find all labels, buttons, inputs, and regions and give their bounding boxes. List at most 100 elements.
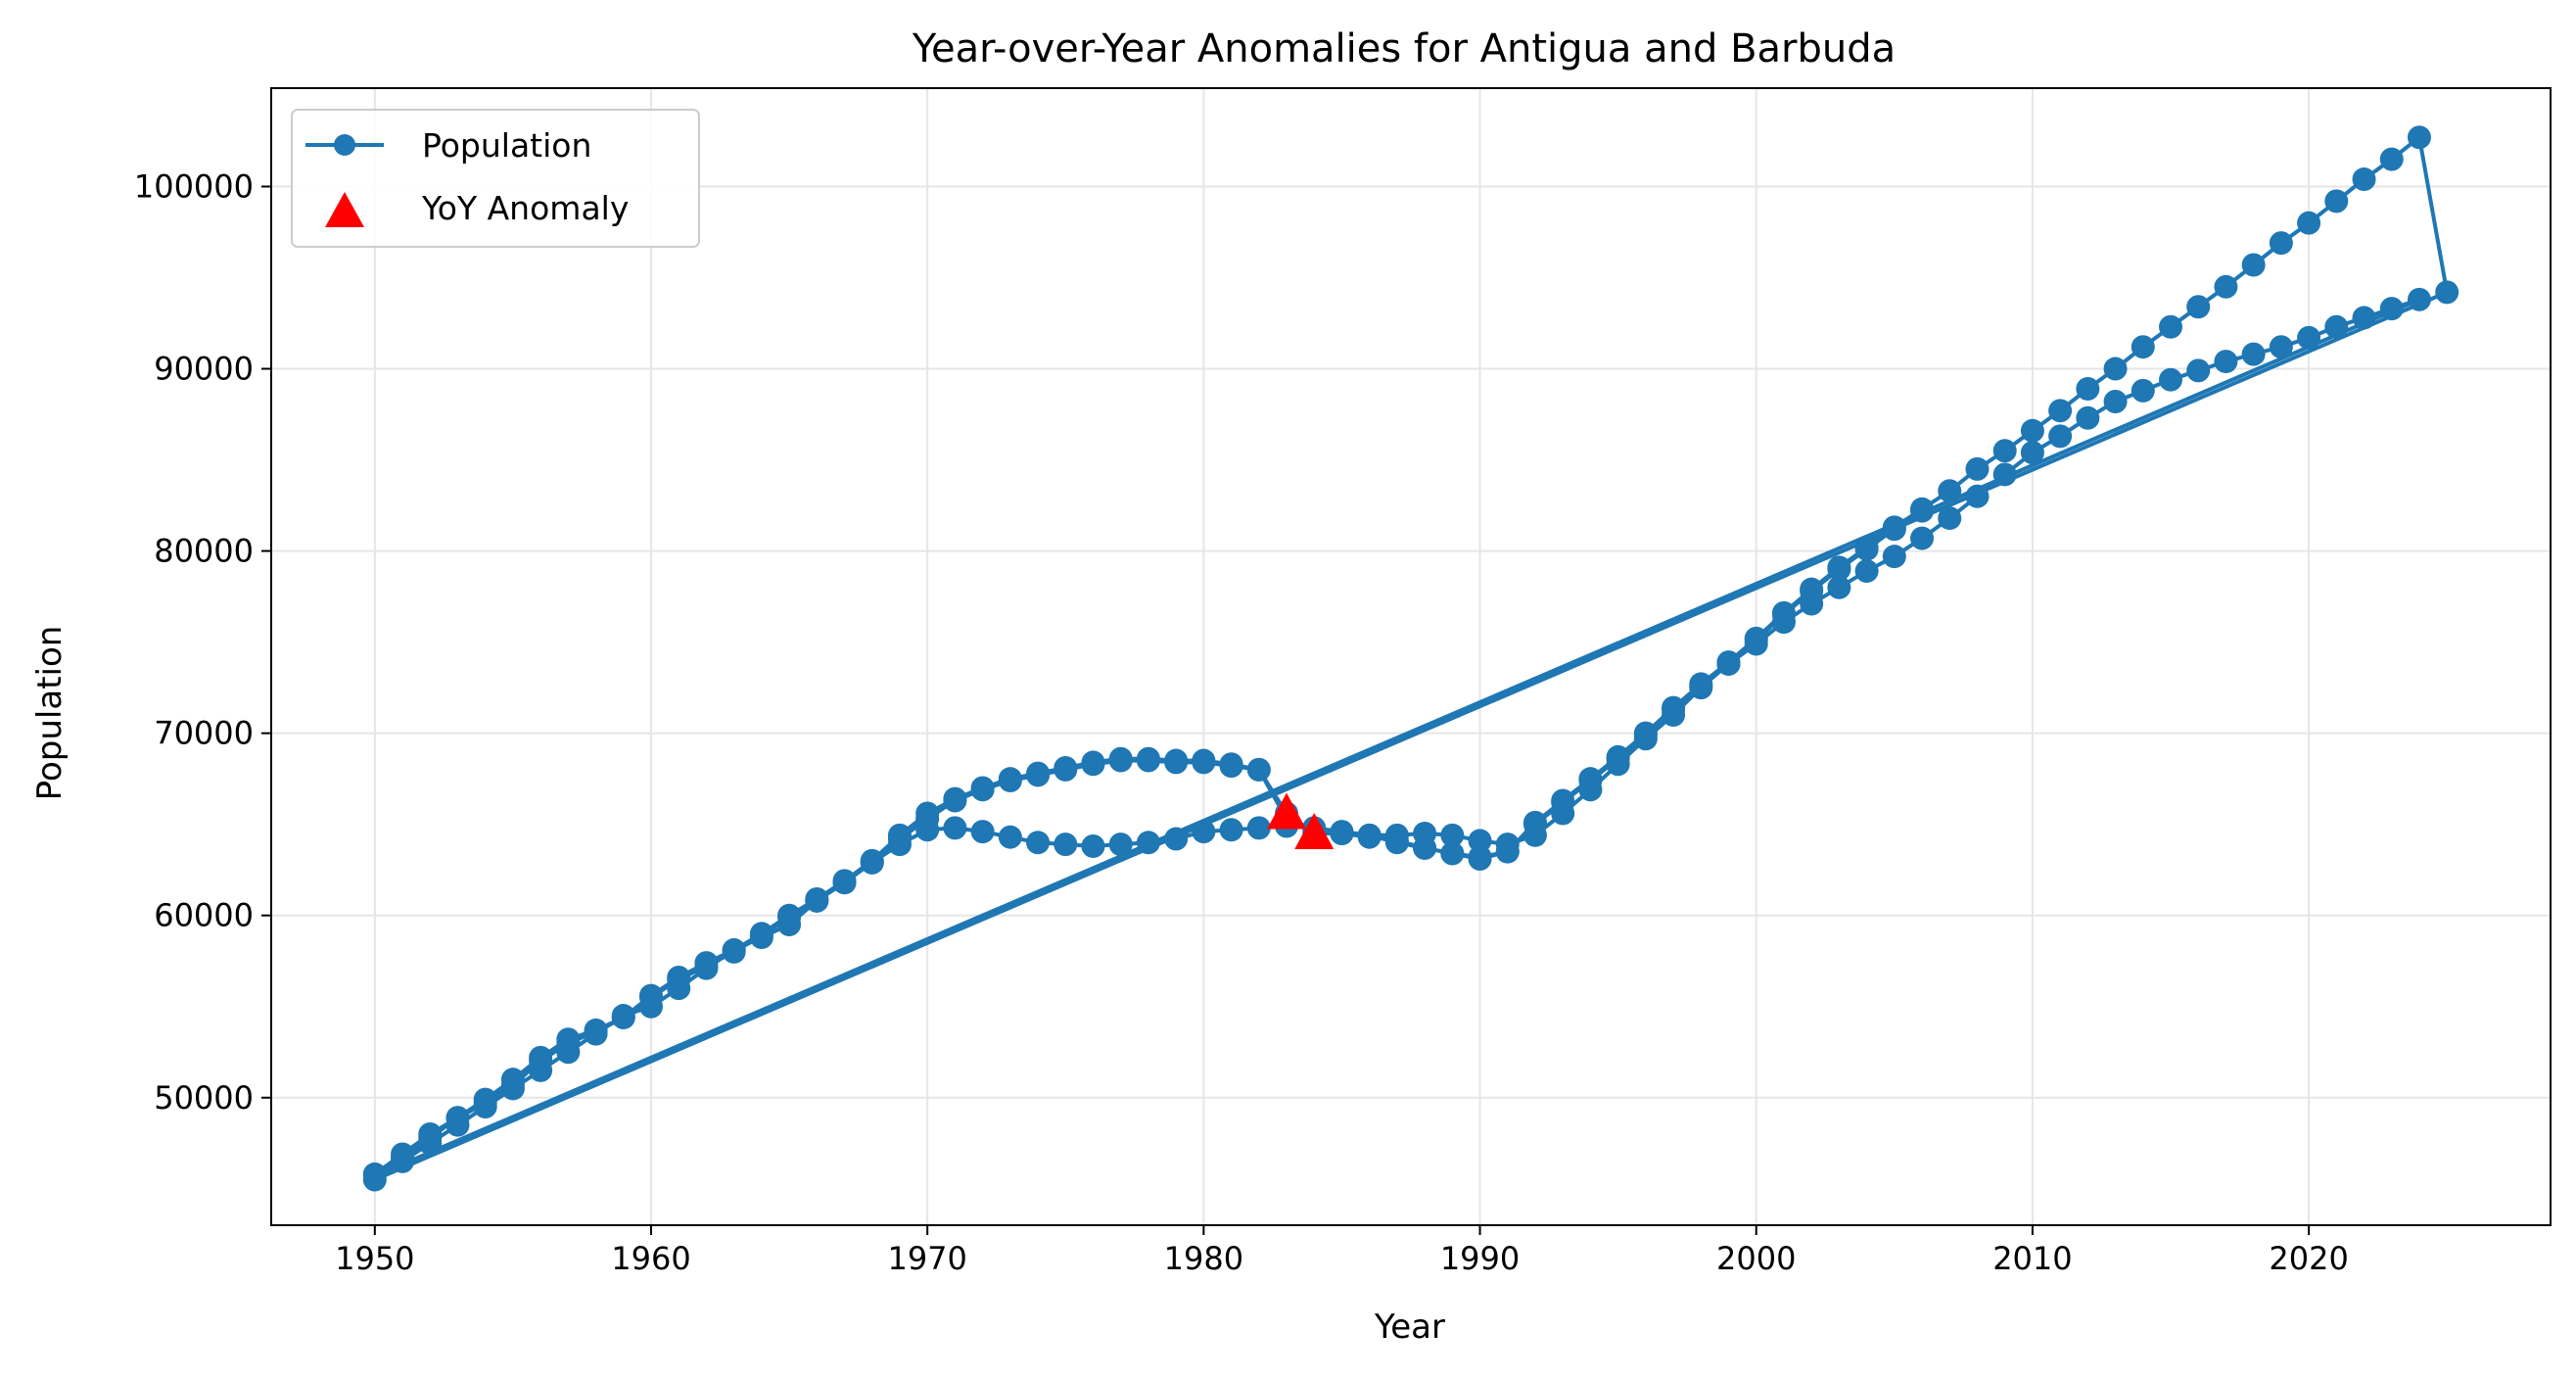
population-point bbox=[1108, 748, 1133, 773]
population-point bbox=[2186, 358, 2211, 383]
population-point bbox=[887, 827, 912, 851]
population-point bbox=[998, 769, 1022, 793]
population-point bbox=[2352, 306, 2376, 330]
population-point bbox=[2131, 378, 2155, 403]
population-point bbox=[2324, 189, 2349, 214]
population-point bbox=[1413, 835, 1437, 860]
population-point bbox=[694, 954, 719, 978]
population-point bbox=[529, 1049, 553, 1073]
population-point bbox=[749, 924, 773, 948]
x-tick-label: 2020 bbox=[2269, 1240, 2348, 1277]
y-tick-label: 70000 bbox=[154, 715, 254, 752]
anomaly-marker bbox=[1294, 812, 1335, 849]
population-point bbox=[1136, 831, 1160, 855]
population-point bbox=[1164, 827, 1189, 851]
population-point bbox=[1192, 820, 1216, 844]
population-point bbox=[1522, 812, 1547, 836]
population-point bbox=[1440, 823, 1465, 847]
x-tick-label: 1950 bbox=[335, 1240, 414, 1277]
population-point bbox=[970, 778, 995, 802]
population-point bbox=[1662, 697, 1686, 722]
population-point bbox=[2407, 125, 2431, 150]
population-point bbox=[1054, 757, 1078, 782]
legend-label-population: Population bbox=[422, 126, 591, 165]
population-point bbox=[1136, 748, 1160, 773]
population-point bbox=[1744, 628, 1768, 652]
population-line bbox=[372, 135, 2450, 1182]
population-point bbox=[1965, 456, 1990, 481]
population-point bbox=[1081, 752, 1105, 777]
population-point bbox=[391, 1146, 415, 1170]
plot-area bbox=[270, 87, 2552, 1226]
y-tick-label: 80000 bbox=[154, 533, 254, 570]
population-point bbox=[2159, 367, 2182, 392]
population-point bbox=[1026, 763, 1051, 787]
population-point bbox=[1827, 575, 1851, 599]
population-point bbox=[2241, 253, 2266, 277]
population-point bbox=[1827, 557, 1851, 582]
population-point bbox=[473, 1091, 497, 1116]
population-point bbox=[1551, 790, 1575, 815]
population-point bbox=[2214, 350, 2238, 374]
population-point bbox=[1910, 499, 1935, 523]
population-point bbox=[1164, 750, 1189, 775]
population-point bbox=[1246, 816, 1271, 840]
y-tick-label: 90000 bbox=[154, 351, 254, 388]
population-point bbox=[2020, 441, 2044, 465]
population-point bbox=[1219, 754, 1243, 779]
population-point bbox=[805, 888, 829, 913]
y-tick-label: 60000 bbox=[154, 897, 254, 934]
population-point bbox=[418, 1125, 443, 1150]
population-point bbox=[2186, 295, 2211, 319]
population-point bbox=[2407, 287, 2431, 311]
population-point bbox=[2297, 325, 2321, 350]
population-point bbox=[639, 985, 663, 1010]
population-series-line bbox=[372, 135, 2450, 1182]
population-point bbox=[1468, 847, 1492, 872]
population-point bbox=[1219, 818, 1243, 842]
x-tick-label: 1990 bbox=[1440, 1240, 1520, 1277]
population-point bbox=[860, 850, 884, 875]
chart-title: Year-over-Year Anomalies for Antigua and… bbox=[912, 26, 1896, 71]
population-point bbox=[2269, 231, 2293, 256]
population-point bbox=[970, 820, 995, 844]
y-tick-label: 50000 bbox=[154, 1079, 254, 1117]
population-point bbox=[943, 816, 967, 840]
legend-box bbox=[291, 109, 700, 248]
population-point bbox=[2020, 418, 2044, 443]
population-point bbox=[2103, 356, 2128, 381]
population-point bbox=[998, 825, 1022, 849]
x-axis-label: Year bbox=[1374, 1307, 1445, 1347]
x-tick-label: 1980 bbox=[1164, 1240, 1243, 1277]
x-tick-label: 1970 bbox=[887, 1240, 966, 1277]
y-axis-ticks: 50000 60000 70000 80000 90000 100000 bbox=[134, 167, 271, 1117]
population-point bbox=[1938, 479, 1962, 503]
legend-triangle-swatch bbox=[325, 192, 364, 227]
population-point bbox=[1108, 832, 1133, 857]
population-point bbox=[584, 1020, 608, 1044]
population-point bbox=[611, 1005, 635, 1029]
population-point bbox=[1357, 823, 1382, 847]
x-axis-ticks: 1950 1960 1970 1980 1990 2000 2010 2020 bbox=[335, 1225, 2349, 1277]
population-point bbox=[2379, 297, 2404, 321]
population-point bbox=[445, 1106, 470, 1130]
population-point bbox=[1854, 559, 1879, 584]
population-point bbox=[1992, 462, 2017, 487]
population-point bbox=[2076, 405, 2100, 430]
population-point bbox=[500, 1072, 525, 1097]
legend-circle-swatch bbox=[334, 134, 355, 156]
population-point bbox=[1192, 750, 1216, 775]
population-point bbox=[1689, 674, 1713, 698]
anomaly-markers bbox=[1267, 792, 1335, 849]
population-point bbox=[2048, 424, 2073, 449]
population-point bbox=[1054, 832, 1078, 857]
population-point bbox=[832, 871, 857, 895]
population-point bbox=[1495, 839, 1520, 864]
population-point bbox=[1910, 526, 1935, 550]
population-point bbox=[2352, 167, 2376, 192]
population-point bbox=[1633, 723, 1658, 747]
population-point bbox=[2103, 390, 2128, 414]
population-point bbox=[362, 1164, 387, 1188]
population-point bbox=[943, 788, 967, 813]
population-point bbox=[2214, 274, 2238, 299]
